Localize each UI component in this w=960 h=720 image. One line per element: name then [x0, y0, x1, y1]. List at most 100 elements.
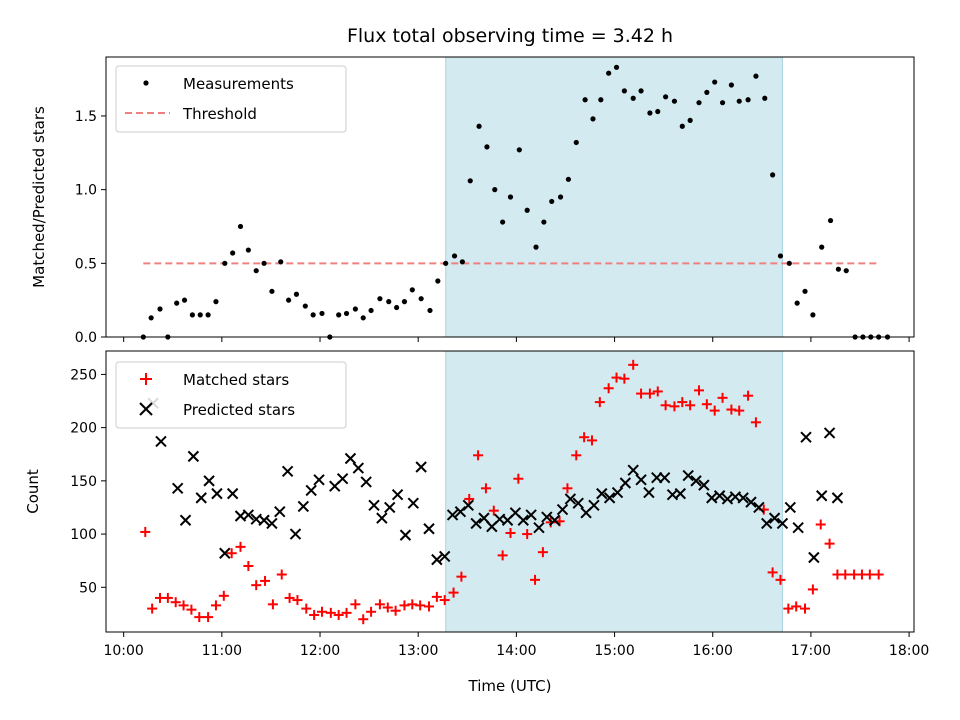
predicted-star-point	[423, 523, 435, 535]
matched-star-point	[594, 397, 605, 408]
top-ytick-label: 1.5	[75, 109, 97, 125]
predicted-star-stroke-b	[439, 550, 451, 563]
predicted-star-stroke-b	[399, 529, 412, 541]
predicted-star-stroke-b	[407, 497, 420, 509]
matched-star-point	[170, 597, 181, 608]
predicted-star-stroke-b	[603, 492, 616, 504]
xtick-label: 12:00	[300, 643, 340, 659]
bottom-axes-frame	[105, 350, 915, 633]
predicted-star-stroke-b	[745, 496, 757, 508]
matched-star-point	[473, 450, 484, 461]
predicted-star-stroke-b	[336, 473, 349, 485]
matched-star-point	[537, 547, 548, 558]
measurement-point	[230, 250, 236, 256]
top-legend: Measurements Threshold	[115, 65, 347, 133]
matched-star-point	[571, 450, 582, 461]
predicted-star-stroke-b	[768, 512, 781, 524]
measurement-point	[476, 123, 482, 129]
top-axes-frame	[105, 56, 915, 338]
predicted-star-stroke-b	[556, 503, 569, 516]
predicted-star-stroke-b	[478, 512, 490, 524]
predicted-star-point	[391, 488, 404, 501]
matched-star-point	[358, 614, 369, 625]
predicted-star-point	[274, 506, 286, 518]
predicted-star-point	[572, 497, 584, 509]
matched-star-point	[251, 580, 262, 591]
measurement-point	[484, 144, 490, 150]
matched-star-point	[586, 435, 597, 446]
matched-star-point	[660, 400, 671, 411]
predicted-star-point	[816, 490, 828, 502]
predicted-star-stroke-b	[761, 517, 773, 530]
legend-predicted-label: Predicted stars	[183, 401, 295, 419]
measurement-point	[409, 287, 415, 293]
predicted-star-point	[368, 499, 380, 512]
bot-ytick-label: 250	[70, 367, 97, 383]
measurement-point	[516, 147, 522, 153]
predicted-star-point	[564, 493, 577, 505]
predicted-star-point	[439, 550, 451, 563]
predicted-star-point	[556, 503, 569, 516]
legend-matched-label: Matched stars	[183, 371, 289, 389]
predicted-star-stroke-b	[344, 452, 357, 465]
predicted-star-stroke-b	[289, 528, 302, 540]
matched-star-point	[562, 483, 573, 494]
measurement-point	[819, 244, 825, 250]
matched-star-point	[800, 603, 811, 614]
top-ytick-label: 0.5	[75, 256, 97, 272]
matched-star-point	[218, 590, 229, 601]
measurement-point	[418, 296, 424, 302]
measurement-point	[336, 312, 342, 318]
predicted-star-stroke-b	[596, 487, 608, 500]
matched-star-point	[178, 600, 189, 611]
predicted-star-stroke-b	[721, 493, 734, 505]
matched-star-point	[743, 390, 754, 401]
predicted-star-stroke-b	[266, 517, 278, 530]
predicted-star-point	[360, 476, 372, 488]
bottom-legend-box	[115, 361, 347, 429]
predicted-star-point	[407, 497, 420, 509]
matched-star-point	[505, 528, 516, 539]
measurement-point	[269, 288, 275, 294]
matched-star-point	[717, 392, 728, 403]
legend-measurements-label: Measurements	[183, 75, 294, 93]
matched-star-point	[382, 602, 393, 613]
measurement-point	[719, 100, 726, 106]
matched-star-point	[316, 606, 327, 617]
predicted-star-point	[203, 475, 215, 487]
predicted-star-stroke-b	[297, 500, 310, 513]
measurement-point	[736, 98, 742, 104]
predicted-star-point	[305, 484, 317, 497]
predicted-star-stroke-b	[706, 492, 718, 504]
matched-star-point	[210, 600, 221, 611]
predicted-star-stroke-b	[352, 462, 365, 474]
predicted-star-point	[619, 477, 632, 489]
measurement-point	[157, 306, 163, 312]
matched-star-point	[734, 405, 745, 416]
predicted-star-point	[823, 427, 836, 439]
matched-star-point	[325, 607, 336, 618]
measurement-point	[189, 312, 195, 318]
predicted-star-stroke-b	[226, 487, 239, 500]
matched-star-point	[840, 569, 851, 580]
predicted-star-stroke-b	[611, 486, 624, 499]
predicted-star-stroke-b	[274, 506, 286, 518]
predicted-star-stroke-b	[666, 488, 679, 501]
measurement-point	[427, 307, 433, 314]
predicted-star-point	[753, 501, 765, 514]
predicted-star-point	[415, 461, 427, 473]
predicted-star-point	[187, 450, 200, 463]
measurement-point	[368, 307, 374, 314]
measurement-point	[613, 64, 620, 70]
matched-star-point	[267, 599, 278, 610]
predicted-star-point	[674, 487, 687, 500]
measurement-point	[524, 207, 530, 213]
x-axis-label: Time (UTC)	[468, 677, 552, 695]
matched-star-point	[701, 399, 712, 410]
matched-star-point	[390, 605, 401, 616]
matched-star-point	[815, 519, 826, 530]
measurement-point	[704, 89, 710, 95]
matched-star-point	[873, 569, 884, 580]
matched-stars-points	[140, 359, 884, 625]
xtick-label: 18:00	[889, 643, 929, 659]
